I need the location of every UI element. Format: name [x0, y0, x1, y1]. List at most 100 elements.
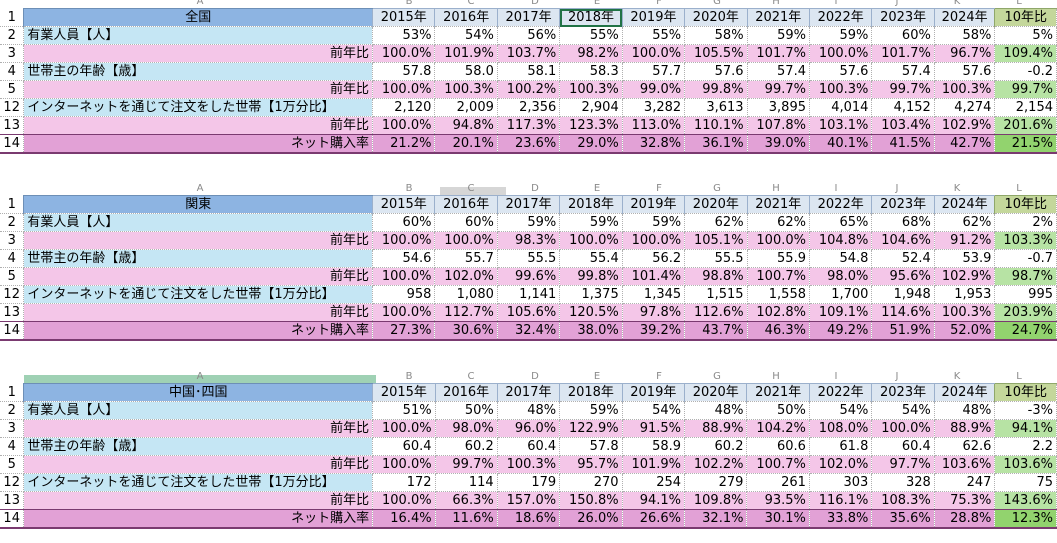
value-cell[interactable]: 4,152 [871, 98, 935, 117]
value-cell[interactable]: 54.6 [372, 249, 436, 268]
value-cell[interactable]: 105.5% [684, 44, 748, 63]
column-letter-j[interactable]: J [895, 0, 899, 7]
value-cell[interactable]: 108.0% [809, 419, 873, 438]
value-cell[interactable]: 59% [559, 401, 623, 420]
value-cell[interactable]: 60.2 [435, 437, 498, 456]
value-cell[interactable]: 94.1% [622, 491, 686, 510]
column-header-strip[interactable]: A B C D E F G H I J K L [0, 371, 1057, 383]
value-cell[interactable]: 100.3% [559, 80, 623, 99]
value-cell[interactable]: 94.8% [434, 116, 498, 135]
column-letter-h[interactable]: H [772, 0, 780, 7]
value-cell[interactable]: 60.4 [871, 437, 935, 456]
column-letter-c[interactable]: C [467, 371, 475, 382]
ten-year-ratio-cell[interactable]: 103.6% [994, 455, 1057, 474]
ten-year-ratio-cell[interactable]: 2.2 [994, 437, 1057, 456]
year-header[interactable]: 2017年 [496, 195, 561, 214]
value-cell[interactable]: 43.7% [684, 321, 748, 341]
column-letter-a[interactable]: A [196, 183, 204, 194]
column-letter-l[interactable]: L [1016, 371, 1022, 382]
value-cell[interactable]: 1,080 [434, 285, 498, 304]
row-label[interactable]: 世帯主の年齢【歳】 [23, 62, 374, 81]
value-cell[interactable]: 100.2% [497, 80, 561, 99]
table-row[interactable]: 2 有業人員【人】 60% 60% 59% 59% 59% 62% 62% 65% 68% 62% 2% [0, 213, 1057, 232]
ten-year-ratio-cell[interactable]: 2% [994, 213, 1057, 232]
column-letter-f[interactable]: F [656, 183, 662, 194]
ten-year-ratio-cell[interactable]: -0.2 [994, 62, 1057, 81]
year-header[interactable]: 2024年 [933, 195, 996, 214]
value-cell[interactable]: 20.1% [434, 134, 498, 154]
value-cell[interactable]: 103.6% [934, 455, 996, 474]
row-label[interactable]: ネット購入率 [23, 321, 374, 341]
table-row[interactable]: 5 前年比 100.0% 99.7% 100.3% 95.7% 101.9% 102.2% 10… [0, 455, 1057, 474]
value-cell[interactable]: 32.8% [622, 134, 686, 154]
value-cell[interactable]: 101.4% [622, 267, 686, 286]
value-cell[interactable]: 116.1% [809, 491, 873, 510]
column-letter-b[interactable]: B [405, 183, 413, 194]
value-cell[interactable]: 21.2% [372, 134, 436, 154]
value-cell[interactable]: 57.6 [934, 62, 996, 81]
value-cell[interactable]: 104.8% [809, 231, 873, 250]
row-label[interactable]: 前年比 [23, 80, 374, 99]
value-cell[interactable]: 100.7% [746, 455, 810, 474]
row-number[interactable]: 14 [0, 509, 25, 529]
ten-year-ratio-cell[interactable]: 94.1% [994, 419, 1057, 438]
value-cell[interactable]: 54% [622, 401, 686, 420]
ten-year-ratio-cell[interactable]: 143.6% [994, 491, 1057, 510]
row-number[interactable]: 13 [0, 116, 25, 135]
ten-year-ratio-cell[interactable]: 12.3% [994, 509, 1057, 529]
value-cell[interactable]: 60% [434, 213, 498, 232]
year-header[interactable]: 2020年 [684, 383, 748, 402]
value-cell[interactable]: 91.2% [934, 231, 996, 250]
column-letter-d[interactable]: D [531, 0, 539, 7]
value-cell[interactable]: 100.0% [372, 419, 436, 438]
row-number[interactable]: 4 [0, 62, 25, 81]
row-number[interactable]: 13 [0, 303, 25, 322]
value-cell[interactable]: 99.6% [497, 267, 561, 286]
value-cell[interactable]: 1,558 [747, 285, 810, 304]
value-cell[interactable]: 40.1% [809, 134, 873, 154]
value-cell[interactable]: 99.0% [622, 80, 686, 99]
value-cell[interactable]: 55% [622, 26, 686, 45]
row-number[interactable]: 3 [0, 419, 25, 438]
value-cell[interactable]: 97.8% [622, 303, 686, 322]
column-letter-k[interactable]: K [953, 183, 961, 194]
table-row[interactable]: 12 インターネットを通じて注文をした世帯【1万分比】 958 1,080 1,141 1… [0, 285, 1057, 304]
value-cell[interactable]: 98.8% [684, 267, 748, 286]
ten-year-ratio-cell[interactable]: 98.7% [994, 267, 1057, 286]
value-cell[interactable]: 27.3% [372, 321, 436, 341]
table-row[interactable]: 13 前年比 100.0% 66.3% 157.0% 150.8% 94.1% 109.8% 9… [0, 491, 1057, 510]
value-cell[interactable]: 11.6% [435, 509, 498, 529]
value-cell[interactable]: 1,953 [934, 285, 996, 304]
value-cell[interactable]: 1,375 [559, 285, 623, 304]
value-cell[interactable]: 102.2% [684, 455, 748, 474]
value-cell[interactable]: 58.3 [559, 62, 623, 81]
column-letter-a[interactable]: A [196, 0, 204, 7]
value-cell[interactable]: 59% [497, 213, 561, 232]
value-cell[interactable]: 55.4 [559, 249, 623, 268]
region-table[interactable]: 1 関東 2015年 2016年 2017年 2018年 2019年 2020年 2021年 20… [0, 195, 1057, 341]
row-label[interactable]: 世帯主の年齢【歳】 [23, 249, 374, 268]
row-number[interactable]: 3 [0, 44, 25, 63]
value-cell[interactable]: 59% [622, 213, 686, 232]
value-cell[interactable]: 62% [934, 213, 996, 232]
column-letter-i[interactable]: I [834, 371, 838, 382]
column-header-strip[interactable]: A B C D E F G H I J K L [0, 0, 1057, 8]
value-cell[interactable]: 28.8% [934, 509, 996, 529]
value-cell[interactable]: 57.4 [747, 62, 810, 81]
year-header[interactable]: 2022年 [808, 383, 873, 402]
value-cell[interactable]: 60.4 [497, 437, 561, 456]
value-cell[interactable]: 57.6 [809, 62, 873, 81]
region-title[interactable]: 中国･四国 [23, 383, 374, 402]
value-cell[interactable]: 57.8 [372, 62, 436, 81]
value-cell[interactable]: 59% [559, 213, 623, 232]
value-cell[interactable]: 105.6% [497, 303, 561, 322]
value-cell[interactable]: 26.6% [622, 509, 686, 529]
value-cell[interactable]: 112.6% [684, 303, 748, 322]
value-cell[interactable]: 101.7% [747, 44, 810, 63]
ten-year-ratio-cell[interactable]: 24.7% [994, 321, 1057, 341]
value-cell[interactable]: 60.6 [746, 437, 810, 456]
value-cell[interactable]: 100.3% [434, 80, 498, 99]
year-header[interactable]: 2015年 [372, 8, 436, 27]
row-number[interactable]: 12 [0, 285, 25, 304]
value-cell[interactable]: 100.0% [434, 231, 498, 250]
